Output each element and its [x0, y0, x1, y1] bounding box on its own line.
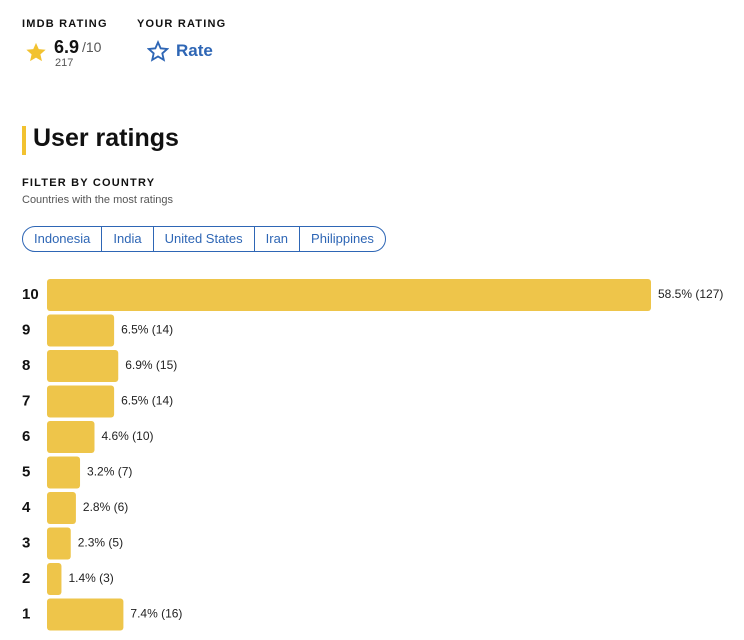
rating-label: 6 [22, 428, 30, 445]
value-label: 6.5% (14) [121, 394, 173, 408]
value-label: 4.6% (10) [101, 429, 153, 443]
country-filter: Indonesia India United States Iran Philippin… [22, 226, 386, 252]
value-label: 7.4% (16) [130, 607, 182, 621]
bar [47, 598, 124, 631]
rating: 6.9 [54, 37, 80, 57]
value-label: 6.5% (14) [121, 323, 173, 337]
rating-label: 10 [22, 286, 39, 303]
star-icon [26, 42, 46, 62]
value-label: 1.4% (3) [68, 571, 113, 585]
rate-button[interactable]: Rate [176, 41, 213, 60]
bar [47, 492, 76, 524]
bar [47, 314, 115, 347]
bar [47, 527, 71, 560]
rating-count: 217 [55, 57, 74, 69]
bar [47, 421, 95, 453]
rating-label: 1 [22, 605, 30, 622]
rating-label: 3 [22, 534, 30, 551]
section-title: User ratings [33, 124, 179, 152]
heading-accent [22, 126, 26, 155]
your-rating-label: YOUR RATING [137, 18, 227, 30]
bar [47, 456, 81, 489]
bar [47, 563, 62, 595]
ratings-chart: 10 58.5% (127) 9 6.5% (14) 8 6.9% (15) 7 6.5% (… [22, 279, 723, 631]
rating-label: 4 [22, 499, 31, 516]
bar [47, 350, 119, 382]
value-label: 6.9% (15) [125, 358, 177, 372]
filter-label: FILTER BY COUNTRY [22, 177, 156, 189]
country-chip[interactable]: United States [154, 227, 255, 251]
value-label: 3.2% (7) [87, 465, 132, 479]
rating-max: /10 [82, 39, 102, 55]
country-chip[interactable]: Philippines [311, 231, 374, 246]
country-chip[interactable]: India [102, 227, 154, 251]
star-outline-icon[interactable] [147, 40, 169, 62]
country-chip[interactable]: Iran [255, 227, 301, 251]
bar [47, 385, 115, 418]
value-label: 2.3% (5) [78, 536, 123, 550]
rating-label: 5 [22, 463, 30, 480]
filter-hint: Countries with the most ratings [22, 194, 174, 206]
rating-label: 7 [22, 392, 30, 409]
rating-label: 9 [22, 321, 30, 338]
imdb-rating-label: IMDb RATING [22, 18, 108, 30]
bar [47, 279, 651, 311]
rating-label: 2 [22, 570, 30, 587]
value-label: 58.5% (127) [658, 287, 723, 301]
value-label: 2.8% (6) [83, 500, 128, 514]
rating-label: 8 [22, 357, 30, 374]
country-chip[interactable]: Indonesia [23, 227, 103, 251]
